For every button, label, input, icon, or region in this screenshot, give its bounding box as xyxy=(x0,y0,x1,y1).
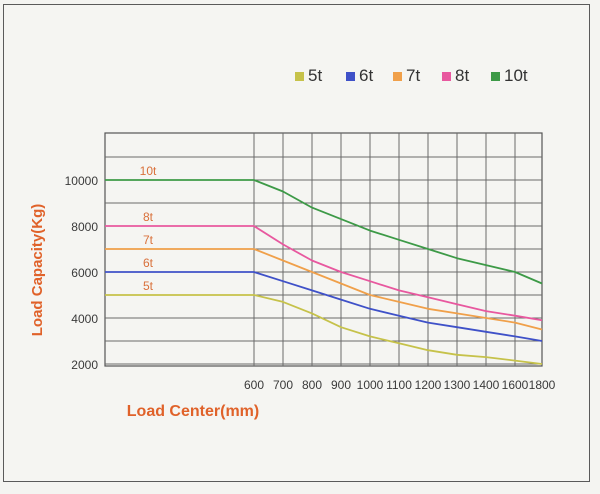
x-tick-label: 900 xyxy=(331,378,351,392)
legend-label: 6t xyxy=(359,66,373,85)
legend-item-8t: 8t xyxy=(442,66,469,85)
y-axis-label: Load Capacity(Kg) xyxy=(29,204,46,337)
legend-swatch xyxy=(295,72,304,81)
x-tick-labels: 600 700 800 900 1000 1100 1200 1300 1400 1600 1800 xyxy=(244,378,556,392)
x-tick-label: 1300 xyxy=(444,378,471,392)
x-tick-label: 600 xyxy=(244,378,264,392)
y-tick-label: 10000 xyxy=(65,174,99,188)
x-axis-label: Load Center(mm) xyxy=(127,403,259,420)
y-tick-labels: 2000 4000 6000 8000 10000 xyxy=(65,174,99,372)
series-label-5t: 5t xyxy=(143,279,154,293)
series-line-8t xyxy=(105,225,543,322)
legend-swatch xyxy=(491,72,500,81)
legend: 5t 6t 7t 8t 10t xyxy=(295,66,528,85)
series-line-6t xyxy=(105,271,543,342)
legend-item-10t: 10t xyxy=(491,66,528,85)
y-tick-label: 4000 xyxy=(71,312,98,326)
legend-label: 7t xyxy=(406,66,420,85)
x-tick-label: 800 xyxy=(302,378,322,392)
series-inline-labels: 5t 6t 7t 8t 10t xyxy=(140,164,157,293)
series-line-10t xyxy=(105,179,543,285)
series-label-6t: 6t xyxy=(143,256,154,270)
y-tick-label: 6000 xyxy=(71,266,98,280)
x-tick-label: 1200 xyxy=(415,378,442,392)
x-tick-label: 1100 xyxy=(386,378,412,392)
series-line-5t xyxy=(105,294,543,365)
x-tick-label: 700 xyxy=(273,378,293,392)
legend-label: 8t xyxy=(455,66,469,85)
series-label-7t: 7t xyxy=(143,233,154,247)
chart-frame xyxy=(3,4,590,482)
legend-item-7t: 7t xyxy=(393,66,420,85)
legend-swatch xyxy=(346,72,355,81)
x-tick-label: 1400 xyxy=(473,378,500,392)
y-tick-label: 2000 xyxy=(71,358,98,372)
series-label-10t: 10t xyxy=(140,164,157,178)
legend-item-6t: 6t xyxy=(346,66,373,85)
legend-item-5t: 5t xyxy=(295,66,322,85)
x-tick-label: 1600 xyxy=(502,378,529,392)
legend-swatch xyxy=(393,72,402,81)
y-tick-label: 8000 xyxy=(71,220,98,234)
series-line-7t xyxy=(105,248,543,331)
x-tick-label: 1800 xyxy=(529,378,556,392)
legend-swatch xyxy=(442,72,451,81)
x-tick-label: 1000 xyxy=(357,378,384,392)
series-label-8t: 8t xyxy=(143,210,154,224)
legend-label: 5t xyxy=(308,66,322,85)
series-lines xyxy=(105,179,543,365)
legend-label: 10t xyxy=(504,66,528,85)
